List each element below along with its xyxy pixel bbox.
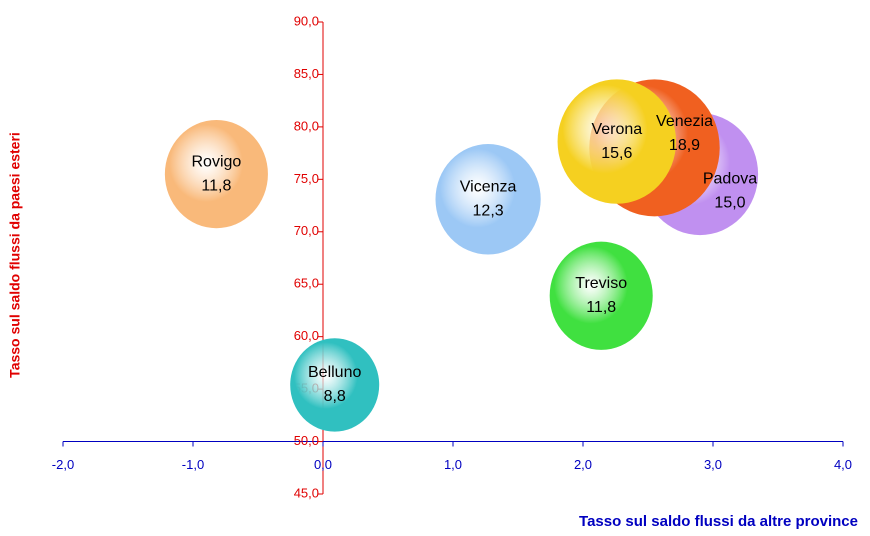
bubble-value: 11,8 <box>201 177 231 194</box>
x-tick-label: 4,0 <box>834 457 852 472</box>
x-tick-label: -2,0 <box>52 457 74 472</box>
bubble-name: Venezia <box>656 113 713 130</box>
y-tick-label: 45,0 <box>294 485 319 500</box>
y-tick-label: 60,0 <box>294 328 319 343</box>
bubble <box>435 144 541 255</box>
bubble-name: Padova <box>703 170 757 187</box>
bubble <box>290 338 380 432</box>
bubble-value: 15,6 <box>601 145 632 162</box>
bubble-name: Vicenza <box>460 178 517 195</box>
bubbles <box>164 79 759 432</box>
x-tick-label: -1,0 <box>182 457 204 472</box>
bubble-name: Treviso <box>575 275 627 292</box>
x-tick-label: 3,0 <box>704 457 722 472</box>
x-tick-label: 2,0 <box>574 457 592 472</box>
x-tick-label: 0,0 <box>314 457 332 472</box>
y-tick-label: 90,0 <box>294 13 319 28</box>
bubble-value: 11,8 <box>586 299 616 316</box>
y-tick-label: 65,0 <box>294 276 319 291</box>
bubble-name: Verona <box>591 121 642 138</box>
bubble <box>164 119 268 229</box>
y-tick-label: 85,0 <box>294 66 319 81</box>
bubble-value: 18,9 <box>669 137 700 154</box>
bubble-value: 12,3 <box>473 202 504 219</box>
bubble-value: 15,0 <box>714 194 745 211</box>
x-tick-label: 1,0 <box>444 457 462 472</box>
y-tick-label: 70,0 <box>294 223 319 238</box>
bubble-value: 8,8 <box>324 388 346 405</box>
y-tick-label: 80,0 <box>294 118 319 133</box>
bubble <box>549 241 653 350</box>
bubble <box>557 79 677 204</box>
x-axis-title: Tasso sul saldo flussi da altre province <box>579 513 858 530</box>
y-axis-title: Tasso sul saldo flussi da paesi esteri <box>7 132 23 378</box>
y-tick-label: 75,0 <box>294 171 319 186</box>
bubble-name: Rovigo <box>191 153 241 170</box>
y-tick-label: 50,0 <box>294 433 319 448</box>
bubble-name: Belluno <box>308 364 361 381</box>
